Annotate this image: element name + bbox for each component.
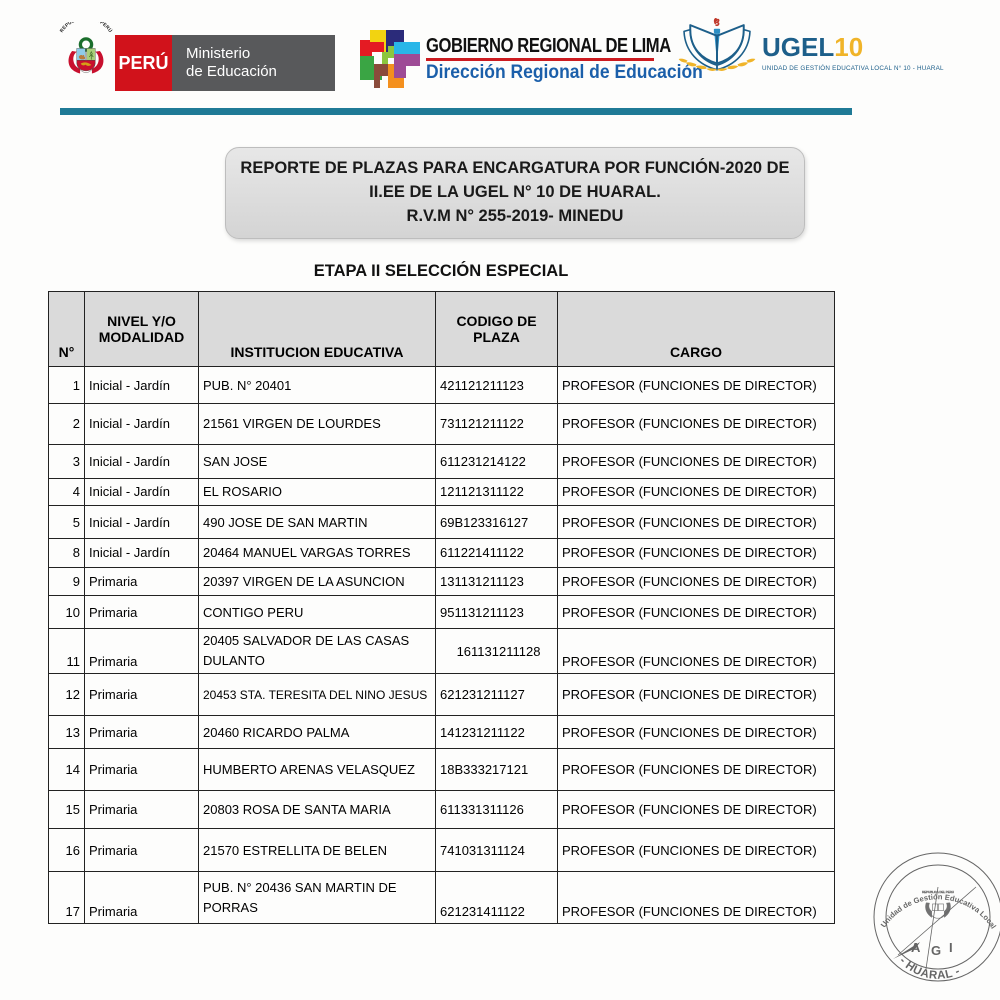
svg-text:REPUBLICA DEL PERU: REPUBLICA DEL PERU xyxy=(922,890,954,894)
svg-text:I: I xyxy=(949,940,953,955)
svg-text:G: G xyxy=(931,943,941,958)
svg-text:REPÚBLICA DEL PERÚ: REPÚBLICA DEL PERÚ xyxy=(59,22,114,34)
svg-text:Unidad de Gestión Educativa Lo: Unidad de Gestión Educativa Local N° 10 xyxy=(868,847,998,930)
